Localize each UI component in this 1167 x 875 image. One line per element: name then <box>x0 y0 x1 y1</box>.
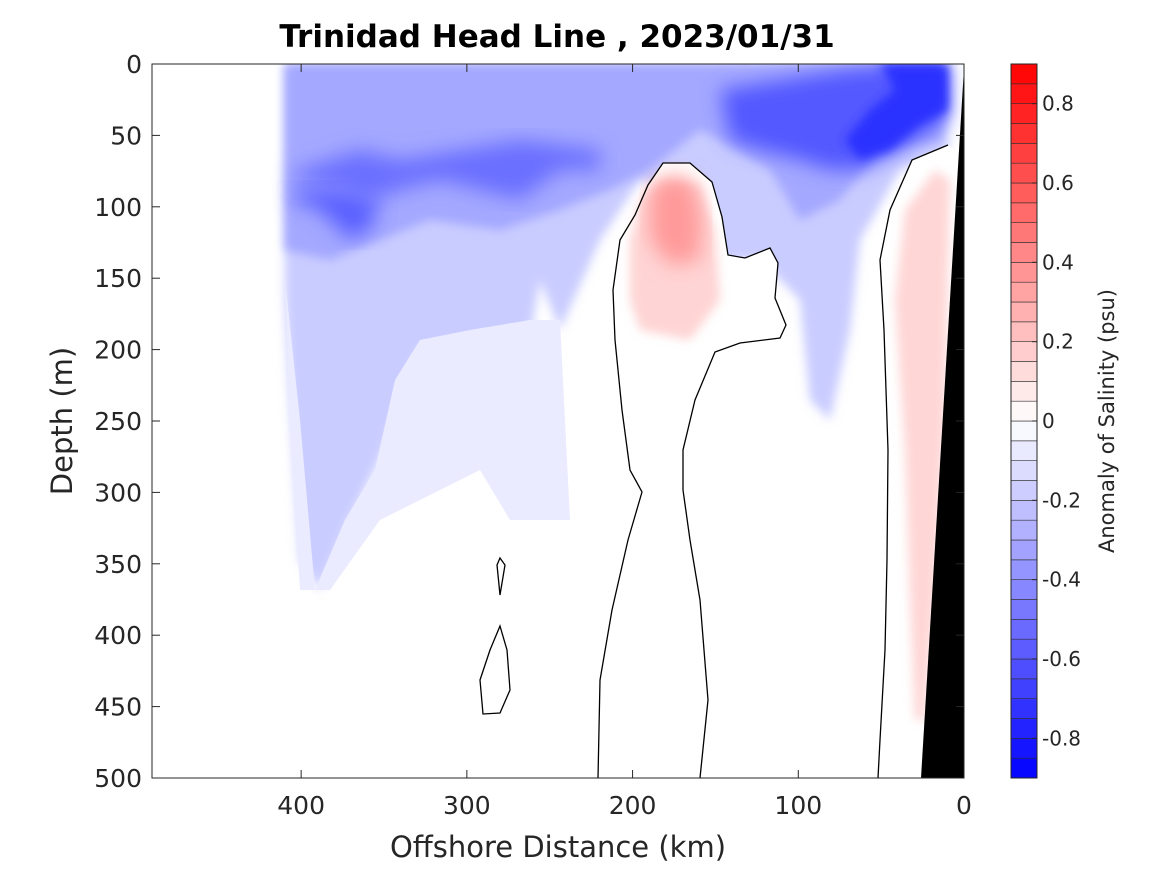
colorbar-segment <box>1010 123 1038 144</box>
y-tick-label: 150 <box>94 264 142 293</box>
colorbar-segment <box>1010 638 1038 660</box>
colorbar-segment <box>1010 143 1038 164</box>
colorbar-tick-label: -0.8 <box>1042 726 1081 750</box>
colorbar-tick-label: -0.4 <box>1042 568 1081 592</box>
colorbar-segment <box>1010 500 1038 521</box>
fresh-core-surface <box>845 64 948 160</box>
colorbar-tick-label: -0.6 <box>1042 647 1081 671</box>
colorbar-tick-label: 0 <box>1042 409 1055 433</box>
colorbar-segment <box>1010 678 1038 699</box>
colorbar-tick-label: 0.6 <box>1042 171 1074 195</box>
zero-contour-island-1 <box>496 556 506 596</box>
colorbar-segment <box>1010 242 1038 263</box>
colorbar-label: Anomaly of Salinity (psu) <box>1095 289 1119 553</box>
colorbar-segment <box>1010 182 1038 204</box>
colorbar-tick-label: 0.8 <box>1042 92 1074 116</box>
x-axis-label: Offshore Distance (km) <box>390 830 726 864</box>
colorbar-segment <box>1010 718 1038 739</box>
colorbar-segment <box>1010 440 1038 461</box>
colorbar-segment <box>1010 83 1038 104</box>
colorbar-segment <box>1010 162 1038 184</box>
colorbar-segment <box>1010 738 1038 759</box>
colorbar-segment <box>1010 460 1038 481</box>
colorbar: 0.8 0.6 0.4 0.2 0 -0.2 -0.4 -0.6 -0.8 <box>1010 63 1081 779</box>
fresh-layer-light <box>285 280 570 590</box>
fresh-core-offshore <box>290 140 600 200</box>
zero-contour-island-2 <box>479 624 511 715</box>
colorbar-tick-label: -0.2 <box>1042 488 1081 512</box>
colorbar-segment <box>1010 420 1038 442</box>
colorbar-segment <box>1010 341 1038 362</box>
axis-ticks: 400 300 200 100 0 0 50 100 150 200 250 300 350 400 450… <box>94 50 972 820</box>
colorbar-tick-label: 0.4 <box>1042 250 1074 274</box>
colorbar-segment <box>1010 202 1038 223</box>
saline-anomaly-nearshore <box>895 170 950 720</box>
colorbar-segment <box>1010 400 1038 422</box>
y-axis-label: Depth (m) <box>45 347 79 495</box>
y-tick-label: 250 <box>94 407 142 436</box>
y-tick-label: 500 <box>94 764 142 793</box>
colorbar-segment <box>1010 619 1038 640</box>
colorbar-segment <box>1010 103 1038 124</box>
y-tick-label: 450 <box>94 693 142 722</box>
y-tick-label: 400 <box>94 621 142 650</box>
x-tick-label: 100 <box>774 791 822 820</box>
saline-anomaly-core <box>650 175 702 265</box>
colorbar-segment <box>1010 281 1038 303</box>
y-tick-label: 50 <box>110 121 142 150</box>
colorbar-tick-label: 0.2 <box>1042 330 1074 354</box>
y-tick-label: 200 <box>94 336 142 365</box>
colorbar-segment <box>1010 579 1038 600</box>
colorbar-segment <box>1010 361 1038 382</box>
colorbar-segment <box>1010 658 1038 680</box>
colorbar-segment <box>1010 381 1038 402</box>
colorbar-segment <box>1010 698 1038 719</box>
colorbar-segment <box>1010 480 1038 501</box>
fresh-core-deep <box>290 190 380 240</box>
x-tick-label: 400 <box>277 791 325 820</box>
colorbar-segment <box>1010 559 1038 580</box>
chart-title: Trinidad Head Line , 2023/01/31 <box>279 19 834 55</box>
x-tick-label: 0 <box>956 791 972 820</box>
bathymetry-shelf <box>921 68 964 778</box>
colorbar-segment <box>1010 539 1038 561</box>
colorbar-segment <box>1010 519 1038 541</box>
colorbar-segment <box>1010 63 1038 85</box>
zero-contours <box>479 144 949 778</box>
colorbar-segment <box>1010 301 1038 323</box>
colorbar-segment <box>1010 262 1038 283</box>
x-tick-label: 300 <box>443 791 491 820</box>
y-tick-label: 100 <box>94 193 142 222</box>
x-tick-label: 200 <box>609 791 657 820</box>
y-tick-label: 300 <box>94 478 142 507</box>
y-tick-label: 0 <box>126 50 142 79</box>
colorbar-segment <box>1010 321 1038 342</box>
zero-contour-nearshore <box>877 144 949 778</box>
colorbar-segment <box>1010 599 1038 620</box>
colorbar-segment <box>1010 757 1038 779</box>
zero-contour-tongue-left <box>597 162 787 778</box>
colorbar-segment <box>1010 222 1038 243</box>
y-tick-label: 350 <box>94 550 142 579</box>
